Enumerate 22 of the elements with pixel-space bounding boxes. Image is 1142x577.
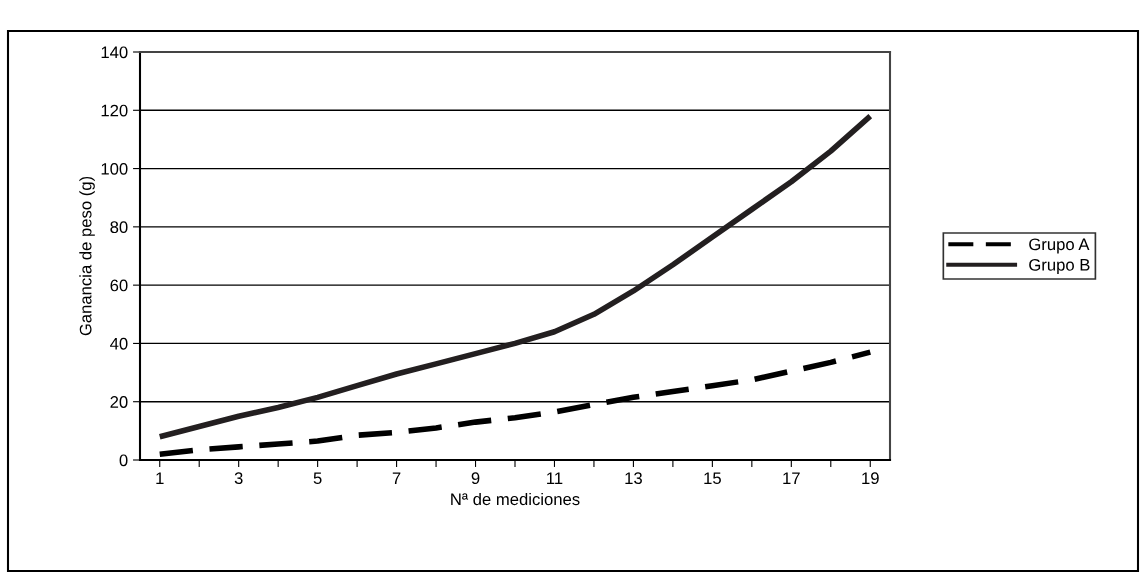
x-tick-label: 5 [313,472,322,485]
x-tick-label: 17 [783,472,800,484]
x-tick-label: 13 [625,472,642,485]
x-tick-label: 11 [547,472,563,484]
x-axis-title: Nª de mediciones [451,492,580,506]
y-tick-label: 80 [110,221,128,234]
y-tick-label: 40 [110,337,128,350]
y-tick-label: 20 [110,396,128,408]
y-axis-title: Ganancia de peso (g) [79,176,95,336]
x-tick-label: 3 [234,472,243,485]
x-tick-label: 15 [704,472,721,485]
y-tick-label: 140 [101,46,128,59]
y-tick-label: 0 [119,454,128,467]
y-tick-label: 120 [101,104,128,117]
x-tick-label: 19 [862,472,879,485]
legend-label: Grupo A [1029,238,1090,254]
y-tick-label: 100 [101,162,128,175]
x-tick-label: 9 [471,472,480,485]
x-tick-label: 1 [156,472,164,484]
legend-label: Grupo B [1029,258,1090,275]
x-tick-label: 7 [392,472,401,484]
y-tick-label: 60 [110,279,128,292]
